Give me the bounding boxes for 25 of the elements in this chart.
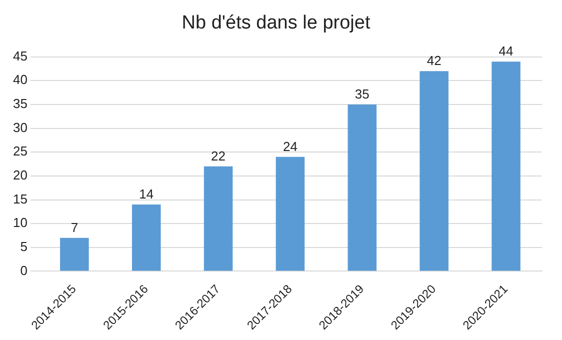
y-tick-label: 45: [12, 48, 28, 64]
bar: [276, 156, 305, 271]
bar: [60, 238, 89, 271]
y-tick-label: 5: [20, 238, 28, 254]
data-label: 24: [282, 138, 298, 154]
chart-title: Nb d'éts dans le projet: [182, 12, 371, 34]
data-label: 44: [498, 44, 514, 59]
y-tick-label: 40: [12, 72, 28, 88]
bar: [348, 104, 377, 271]
y-tick-label: 30: [12, 120, 28, 135]
data-label: 14: [139, 186, 154, 202]
bar: [132, 204, 161, 271]
y-tick-label: 35: [12, 96, 28, 112]
bar: [420, 71, 448, 271]
data-label: 42: [426, 53, 442, 68]
data-label: 22: [211, 148, 226, 164]
y-tick-label: 25: [12, 144, 28, 159]
y-tick-label: 15: [12, 191, 28, 206]
data-label: 7: [70, 220, 78, 235]
y-tick-label: 10: [12, 215, 28, 230]
bar: [204, 166, 233, 271]
y-tick-label: 20: [12, 168, 28, 183]
y-tick-label: 0: [20, 262, 28, 278]
bar: [492, 62, 520, 271]
data-label: 35: [354, 86, 370, 102]
